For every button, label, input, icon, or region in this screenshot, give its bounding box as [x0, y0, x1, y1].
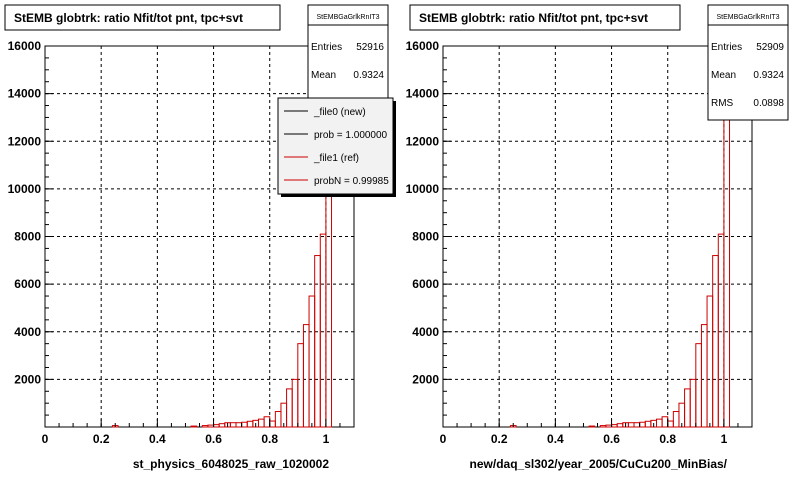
- plot-frame: [442, 45, 753, 428]
- x-tick-label: 0.2: [491, 432, 508, 446]
- y-tick-label: 12000: [8, 134, 42, 148]
- x-axis-label: new/daq_sl302/year_2005/CuCu200_MinBias/: [470, 457, 728, 471]
- stats-label: Mean: [311, 70, 336, 81]
- x-tick-label: 0.4: [547, 432, 564, 446]
- stats-value: 0.9324: [753, 70, 784, 81]
- title-box: [4, 4, 281, 31]
- x-tick-label: 1: [323, 432, 330, 446]
- histogram-bar: [190, 425, 198, 428]
- chart-title: StEMB globtrk: ratio Nfit/tot pnt, tpc+s…: [419, 11, 648, 25]
- stats-value: 52916: [356, 42, 384, 53]
- stats-header: StEMBGaGrlkRnIT3: [716, 14, 779, 21]
- stats-label: Mean: [711, 70, 736, 81]
- y-tick-label: 10000: [8, 182, 42, 196]
- y-tick-label: 10000: [406, 182, 440, 196]
- x-tick-label: 0.8: [261, 432, 278, 446]
- y-tick-label: 12000: [406, 134, 440, 148]
- x-tick-label: 0.6: [603, 432, 620, 446]
- legend-entry: prob = 1.000000: [314, 130, 388, 141]
- title-box: [409, 4, 681, 31]
- x-tick-label: 0.4: [149, 432, 166, 446]
- stats-header: StEMBGaGrlkRnIT3: [316, 14, 379, 21]
- y-tick-label: 2000: [412, 372, 439, 386]
- y-tick-label: 14000: [406, 87, 440, 101]
- chart-panel-1: 0 0.2 0.4 0.6 0.8 120004000600080001000012000…: [4, 4, 396, 471]
- y-tick-label: 6000: [412, 277, 439, 291]
- x-tick-label: 0.8: [659, 432, 676, 446]
- y-tick-label: 6000: [14, 277, 41, 291]
- legend-box: [277, 97, 394, 195]
- chart-panel-2: 0 0.2 0.4 0.6 0.8 120004000600080001000012000…: [406, 4, 789, 471]
- y-tick-label: 8000: [412, 230, 439, 244]
- y-tick-label: 4000: [412, 325, 439, 339]
- stats-value: 0.9324: [353, 70, 384, 81]
- x-axis-label: st_physics_6048025_raw_1020002: [133, 457, 329, 471]
- chart-title: StEMB globtrk: ratio Nfit/tot pnt, tpc+s…: [14, 11, 243, 25]
- x-tick-label: 0: [440, 432, 447, 446]
- x-tick-label: 1: [721, 432, 728, 446]
- stats-value: 52909: [756, 42, 784, 53]
- x-tick-label: 0.6: [205, 432, 222, 446]
- stats-label: Entries: [711, 42, 742, 53]
- x-tick-label: 0.2: [93, 432, 110, 446]
- stats-label: RMS: [711, 98, 734, 109]
- y-tick-label: 2000: [14, 372, 41, 386]
- legend-entry: _file0 (new): [313, 107, 366, 118]
- x-tick-label: 0: [42, 432, 49, 446]
- y-tick-label: 8000: [14, 230, 41, 244]
- y-tick-label: 16000: [8, 39, 42, 53]
- y-tick-label: 4000: [14, 325, 41, 339]
- y-tick-label: 14000: [8, 87, 42, 101]
- histogram-bar: [588, 425, 596, 428]
- stats-label: Entries: [311, 42, 342, 53]
- legend-entry: _file1 (ref): [313, 153, 359, 164]
- legend-entry: probN = 0.99985: [314, 176, 389, 187]
- stats-value: 0.0898: [753, 98, 784, 109]
- y-tick-label: 16000: [406, 39, 440, 53]
- stats-box: [707, 4, 789, 121]
